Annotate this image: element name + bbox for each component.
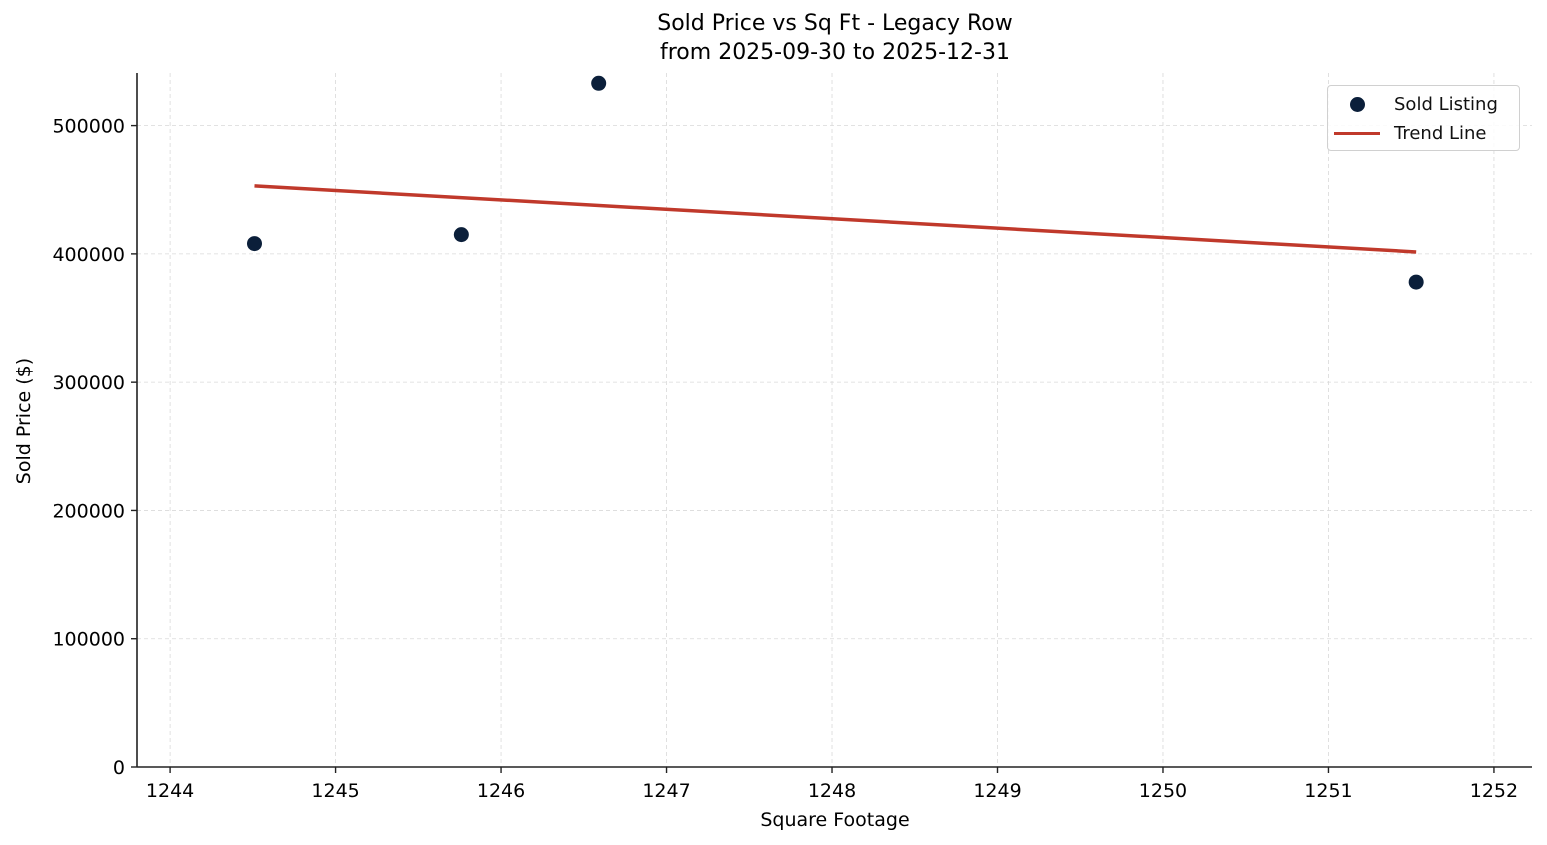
x-tick-label: 1247 [642,780,690,802]
chart-subtitle: from 2025-09-30 to 2025-12-31 [660,40,1010,65]
legend-label: Sold Listing [1394,93,1498,115]
data-point [246,236,262,252]
y-tick-label: 400000 [52,244,125,266]
x-tick-label: 1252 [1470,780,1518,802]
x-axis-label: Square Footage [760,809,909,831]
scatter-points [246,75,1424,290]
x-tick-label: 1250 [1139,780,1187,802]
x-tick-label: 1244 [146,780,194,802]
y-tick-label: 300000 [52,372,125,394]
x-tick-label: 1246 [477,780,525,802]
chart-title: Sold Price vs Sq Ft - Legacy Row [657,11,1013,36]
axes: 1244 1245 1246 1247 1248 1249 1250 1251 1252 0 100… [52,73,1532,802]
y-tick-label: 100000 [52,629,125,651]
y-axis-label: Sold Price ($) [13,358,35,484]
y-tick-label: 500000 [52,116,125,138]
legend-label: Trend Line [1394,122,1487,144]
grid-lines [137,73,1532,767]
x-tick-label: 1245 [311,780,359,802]
x-tick-label: 1248 [808,780,856,802]
dot-marker-icon [1350,97,1365,112]
trend-line-path [254,184,1417,254]
y-tick-label: 200000 [52,500,125,522]
data-point [1408,274,1424,290]
trend-line [254,184,1417,254]
data-point [591,75,607,91]
legend: Sold Listing Trend Line [1327,85,1520,151]
line-marker-icon [1334,132,1380,135]
x-tick-label: 1251 [1304,780,1352,802]
y-tick-label: 0 [113,757,125,779]
data-point [453,227,469,243]
x-tick-label: 1249 [973,780,1021,802]
